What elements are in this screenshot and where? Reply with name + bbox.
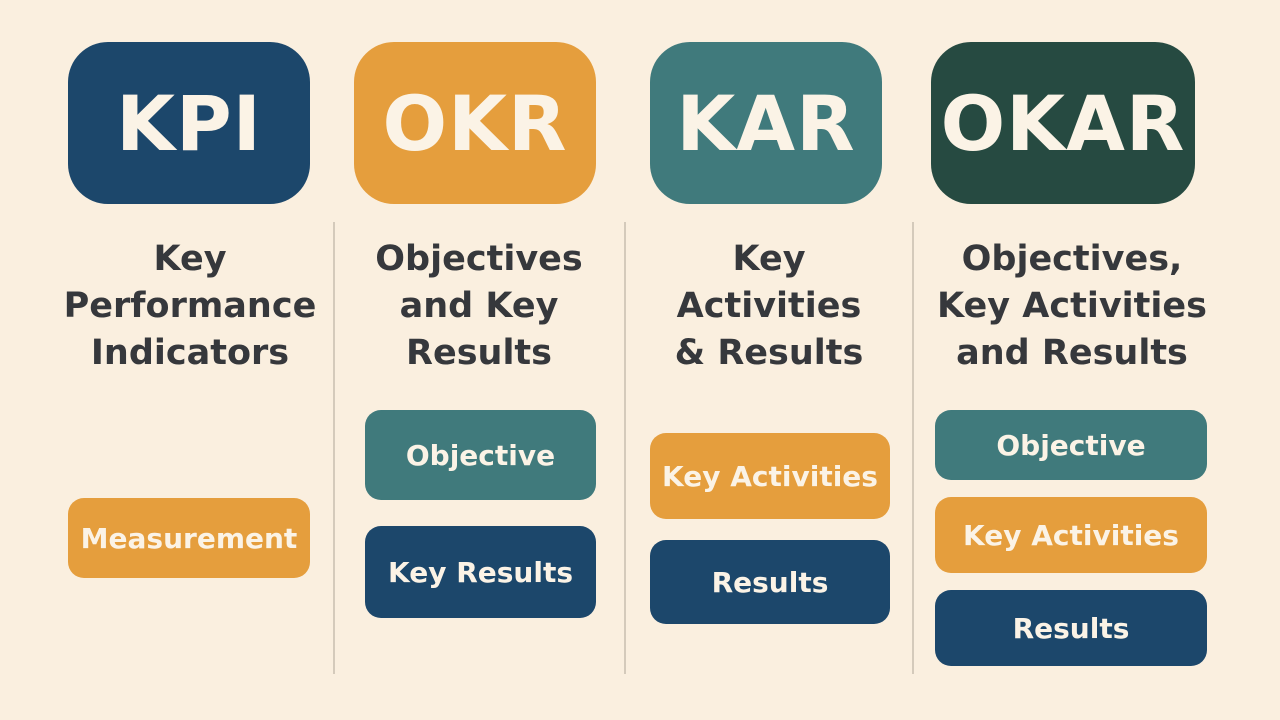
- okar-key-activities-label: Key Activities: [963, 518, 1179, 552]
- kar-results-label: Results: [711, 565, 829, 599]
- kpi-title: Key Performance Indicators: [63, 239, 317, 373]
- divider-3: [912, 222, 914, 674]
- okar-header-box: OKAR: [931, 42, 1195, 204]
- okar-objective-label: Objective: [996, 428, 1146, 462]
- okar-key-activities-pill: Key Activities: [935, 497, 1207, 573]
- okar-acronym: OKAR: [940, 78, 1186, 168]
- kar-acronym: KAR: [676, 78, 856, 168]
- okr-header-box: OKR: [354, 42, 596, 204]
- kar-title: Key Activities & Results: [674, 239, 864, 373]
- kar-key-activities-pill: Key Activities: [650, 433, 890, 519]
- kpi-measurement-label: Measurement: [80, 521, 298, 555]
- okar-title: Objectives, Key Activities and Results: [937, 239, 1207, 373]
- okr-key-results-pill: Key Results: [365, 526, 596, 618]
- okr-key-results-label: Key Results: [388, 555, 573, 589]
- okar-results-pill: Results: [935, 590, 1207, 666]
- okar-results-label: Results: [1012, 611, 1130, 645]
- okr-acronym: OKR: [382, 78, 568, 168]
- kpi-measurement-pill: Measurement: [68, 498, 310, 578]
- okr-title: Objectives and Key Results: [375, 239, 583, 373]
- kar-key-activities-label: Key Activities: [662, 459, 878, 493]
- divider-1: [333, 222, 335, 674]
- divider-2: [624, 222, 626, 674]
- kar-results-pill: Results: [650, 540, 890, 624]
- okr-objective-label: Objective: [405, 438, 556, 472]
- kpi-acronym: KPI: [116, 78, 262, 168]
- okar-objective-pill: Objective: [935, 410, 1207, 480]
- okr-objective-pill: Objective: [365, 410, 596, 500]
- kpi-header-box: KPI: [68, 42, 310, 204]
- kar-header-box: KAR: [650, 42, 882, 204]
